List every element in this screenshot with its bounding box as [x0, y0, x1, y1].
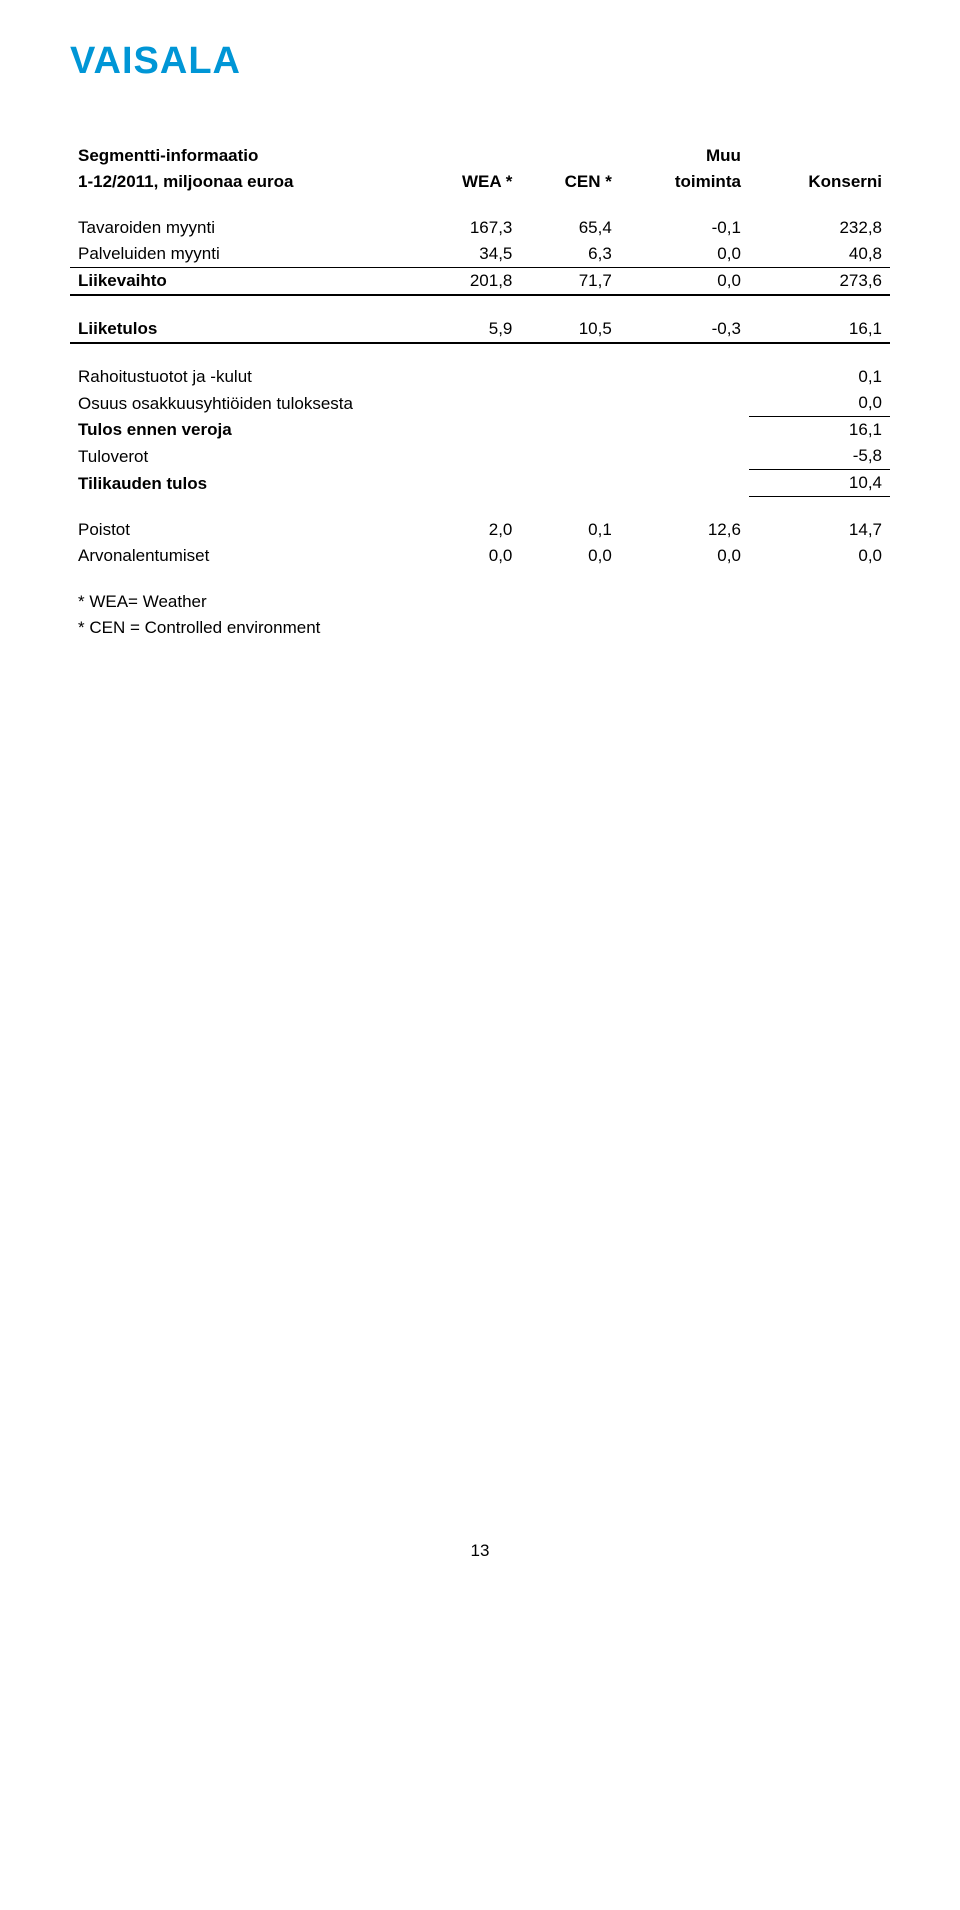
cell: 71,7	[520, 268, 619, 296]
segment-table: Segmentti-informaatio Muu 1-12/2011, mil…	[70, 143, 890, 641]
cell: 10,5	[520, 316, 619, 343]
table-header-row: 1-12/2011, miljoonaa euroa WEA * CEN * t…	[70, 169, 890, 195]
row-label: Tavaroiden myynti	[70, 215, 416, 241]
cell: 273,6	[749, 268, 890, 296]
cell: 0,0	[749, 543, 890, 569]
col1-header: WEA *	[416, 169, 520, 195]
cell: 12,6	[620, 517, 749, 543]
logo-text: VAISALA	[70, 40, 241, 82]
cell: 14,7	[749, 517, 890, 543]
table-row: Liiketulos 5,9 10,5 -0,3 16,1	[70, 316, 890, 343]
page-number: 13	[70, 1541, 890, 1561]
row-label: Liiketulos	[70, 316, 416, 343]
table-row: Tavaroiden myynti 167,3 65,4 -0,1 232,8	[70, 215, 890, 241]
footnote: * CEN = Controlled environment	[70, 615, 890, 641]
col4-header: Konserni	[749, 169, 890, 195]
row-label: Rahoitustuotot ja -kulut	[70, 364, 416, 390]
cell: 10,4	[749, 470, 890, 497]
cell: -0,1	[620, 215, 749, 241]
table-row: Tilikauden tulos 10,4	[70, 470, 890, 497]
row-label: Tulos ennen veroja	[70, 417, 416, 444]
table-row: Osuus osakkuusyhtiöiden tuloksesta 0,0	[70, 390, 890, 417]
cell: 167,3	[416, 215, 520, 241]
row-label: Palveluiden myynti	[70, 241, 416, 268]
cell: -0,3	[620, 316, 749, 343]
row-label: Osuus osakkuusyhtiöiden tuloksesta	[70, 390, 416, 417]
footnote-row: * CEN = Controlled environment	[70, 615, 890, 641]
table-row: Liikevaihto 201,8 71,7 0,0 273,6	[70, 268, 890, 296]
cell: 0,0	[416, 543, 520, 569]
cell: 40,8	[749, 241, 890, 268]
cell: 16,1	[749, 417, 890, 444]
col3-header-a: Muu	[620, 143, 749, 169]
cell: 0,0	[620, 543, 749, 569]
cell: 65,4	[520, 215, 619, 241]
row-label: Liikevaihto	[70, 268, 416, 296]
table-row: Tulos ennen veroja 16,1	[70, 417, 890, 444]
cell: 34,5	[416, 241, 520, 268]
table-title: Segmentti-informaatio	[70, 143, 416, 169]
table-subhead: 1-12/2011, miljoonaa euroa	[70, 169, 416, 195]
row-label: Poistot	[70, 517, 416, 543]
footnote-row: * WEA= Weather	[70, 589, 890, 615]
cell: 201,8	[416, 268, 520, 296]
table-title-row: Segmentti-informaatio Muu	[70, 143, 890, 169]
cell: 0,1	[520, 517, 619, 543]
cell: -5,8	[749, 443, 890, 470]
cell: 0,1	[749, 364, 890, 390]
col3-header-b: toiminta	[620, 169, 749, 195]
cell: 232,8	[749, 215, 890, 241]
col2-header: CEN *	[520, 169, 619, 195]
cell: 16,1	[749, 316, 890, 343]
page-container: VAISALA Segmentti-informaatio Muu 1-12/2…	[0, 0, 960, 1601]
table-row: Tuloverot -5,8	[70, 443, 890, 470]
cell: 2,0	[416, 517, 520, 543]
cell: 6,3	[520, 241, 619, 268]
row-label: Tuloverot	[70, 443, 416, 470]
table-row: Rahoitustuotot ja -kulut 0,1	[70, 364, 890, 390]
cell: 5,9	[416, 316, 520, 343]
table-row: Poistot 2,0 0,1 12,6 14,7	[70, 517, 890, 543]
table-row: Palveluiden myynti 34,5 6,3 0,0 40,8	[70, 241, 890, 268]
cell: 0,0	[620, 268, 749, 296]
logo: VAISALA	[70, 40, 890, 83]
cell: 0,0	[620, 241, 749, 268]
row-label: Arvonalentumiset	[70, 543, 416, 569]
footnote: * WEA= Weather	[70, 589, 890, 615]
table-row: Arvonalentumiset 0,0 0,0 0,0 0,0	[70, 543, 890, 569]
cell: 0,0	[749, 390, 890, 417]
row-label: Tilikauden tulos	[70, 470, 416, 497]
cell: 0,0	[520, 543, 619, 569]
